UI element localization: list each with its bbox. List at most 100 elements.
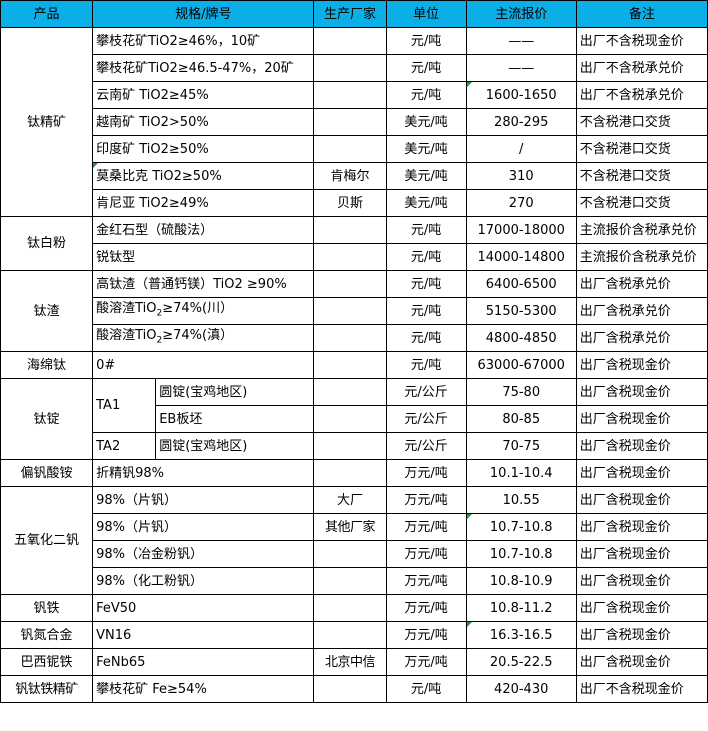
cell-note: 出厂含税现金价 [575,648,708,676]
cell-price: 270 [465,189,577,217]
cell-note: 出厂含税现金价 [575,540,708,568]
cell-price: 20.5-22.5 [465,648,577,676]
cell-note: 出厂含税承兑价 [575,297,708,325]
cell-product: 钛锭 [0,378,94,460]
cell-price: 10.8-10.9 [465,567,577,595]
cell-price: 4800-4850 [465,324,577,352]
cell-note: 主流报价含税承兑价 [575,216,708,244]
cell-unit: 万元/吨 [385,486,467,514]
table-row: 云南矿 TiO2≥45% 元/吨 1600-1650 出厂不含税承兑价 [1,81,708,109]
cell-spec: 圆锭(宝鸡地区) [155,432,315,460]
cell-unit: 元/吨 [385,81,467,109]
cell-spec: 98%（冶金粉钒） [92,540,315,568]
cell-unit: 元/吨 [385,243,467,271]
cell-price: 70-75 [465,432,577,460]
cell-price: 280-295 [465,108,577,136]
cell-price: 10.8-11.2 [465,594,577,622]
cell-unit: 万元/吨 [385,567,467,595]
table-row: 钒铁 FeV50 万元/吨 10.8-11.2 出厂含税现金价 [0,594,708,622]
cell-price: / [465,135,577,163]
cell-spec: 圆锭(宝鸡地区) [155,378,315,406]
cell-price: —— [465,54,577,82]
table-row: 98%（化工粉钒） 万元/吨 10.8-10.9 出厂含税现金价 [1,567,708,595]
cell-product: 偏钒酸铵 [0,459,94,487]
price-table: 产品 规格/牌号 生产厂家 单位 主流报价 备注 钛精矿 攀枝花矿TiO2≥46%，10矿元… [0,0,708,703]
table-row: 越南矿 TiO2>50% 美元/吨 280-295 不含税港口交货 [1,108,708,136]
cell-price: 1600-1650 [465,81,577,109]
cell-unit: 元/吨 [385,351,467,379]
cell-product: 巴西铌铁 [0,648,94,676]
table-row: TA2 圆锭(宝鸡地区) 元/公斤 70-75 出厂含税现金价 [1,432,708,460]
cell-unit: 万元/吨 [385,459,467,487]
cell-unit: 万元/吨 [385,540,467,568]
table-row: 钛白粉 金红石型（硫酸法） 元/吨 17000-18000 主流报价含税承兑价 [0,216,708,271]
table-row: 钛精矿 攀枝花矿TiO2≥46%，10矿 元/吨 —— 出厂不含税现金价 [0,27,708,217]
table-row: 酸溶渣TiO2≥74%(川） 元/吨 5150-5300 出厂含税承兑价 [1,297,708,325]
cell-spec: 印度矿 TiO2≥50% [92,135,315,163]
cell-product: 五氧化二钒 [0,486,94,595]
column-header-spec: 规格/牌号 [92,0,315,28]
cell-product: 钒铁 [0,594,94,622]
cell-maker [313,81,387,109]
table-row: 巴西铌铁 FeNb65 北京中信 万元/吨 20.5-22.5 出厂含税现金价 [0,648,708,676]
cell-note: 不含税港口交货 [575,162,708,190]
cell-spec: 攀枝花矿 Fe≥54% [92,675,315,703]
cell-unit: 美元/吨 [385,189,467,217]
cell-unit: 元/吨 [385,297,467,325]
cell-note: 出厂含税现金价 [575,378,708,406]
cell-maker [313,378,387,406]
cell-note: 出厂含税现金价 [575,594,708,622]
cell-maker [313,594,387,622]
cell-price: 14000-14800 [465,243,577,271]
cell-unit: 元/吨 [385,270,467,298]
cell-unit: 万元/吨 [385,513,467,541]
cell-unit: 万元/吨 [385,648,467,676]
cell-product: 钛精矿 [0,27,94,217]
cell-note: 出厂不含税承兑价 [575,81,708,109]
cell-maker [313,540,387,568]
cell-maker [313,108,387,136]
table-row: 攀枝花矿TiO2≥46.5-47%，20矿 元/吨 —— 出厂不含税承兑价 [1,54,708,82]
cell-note: 出厂含税现金价 [575,405,708,433]
column-header-maker: 生产厂家 [313,0,387,28]
cell-maker [313,297,387,325]
cell-unit: 美元/吨 [385,162,467,190]
table-row: 钒氮合金 VN16 万元/吨 16.3-16.5 出厂含税现金价 [0,621,708,649]
cell-price: 5150-5300 [465,297,577,325]
cell-note: 出厂含税现金价 [575,567,708,595]
cell-unit: 万元/吨 [385,594,467,622]
cell-note: 出厂含税现金价 [575,432,708,460]
cell-note: 主流报价含税承兑价 [575,243,708,271]
table-row: 98%（冶金粉钒） 万元/吨 10.7-10.8 出厂含税现金价 [1,540,708,568]
cell-spec: 酸溶渣TiO2≥74%(川） [92,297,315,325]
cell-maker [313,243,387,271]
cell-note: 出厂含税现金价 [575,621,708,649]
cell-unit: 美元/吨 [385,108,467,136]
cell-price: 420-430 [465,675,577,703]
cell-maker [313,324,387,352]
cell-maker [313,567,387,595]
cell-note: 出厂含税现金价 [575,459,708,487]
cell-spec: 金红石型（硫酸法） [92,216,315,244]
cell-price: 63000-67000 [465,351,577,379]
cell-price: 10.7-10.8 [465,540,577,568]
cell-product: 钛渣 [0,270,94,352]
cell-price: 310 [465,162,577,190]
table-row: 钛渣 高钛渣（普通钙镁）TiO2 ≥90% 元/吨 6400-6500 出厂含税承兑价 [0,270,708,352]
cell-maker: 北京中信 [313,648,387,676]
cell-spec: 0# [92,351,315,379]
table-row: 酸溶渣TiO2≥74%(滇） 元/吨 4800-4850 出厂含税承兑价 [1,324,708,352]
cell-unit: 元/吨 [385,216,467,244]
cell-note: 出厂不含税现金价 [575,675,708,703]
cell-spec: FeNb65 [92,648,315,676]
cell-spec: 攀枝花矿TiO2≥46.5-47%，20矿 [92,54,315,82]
cell-product: 钒氮合金 [0,621,94,649]
cell-price: —— [465,27,577,55]
table-row: 锐钛型 元/吨 14000-14800 主流报价含税承兑价 [1,243,708,271]
table-row: 肯尼亚 TiO2≥49% 贝斯 美元/吨 270 不含税港口交货 [1,189,708,217]
cell-spec: 酸溶渣TiO2≥74%(滇） [92,324,315,352]
table-row: 五氧化二钒 98%（片钒） 大厂 万元/吨 10.55 出厂含税现金价 [0,486,708,595]
cell-spec: 攀枝花矿TiO2≥46%，10矿 [92,27,315,55]
cell-maker [313,27,387,55]
cell-spec: 肯尼亚 TiO2≥49% [92,189,315,217]
